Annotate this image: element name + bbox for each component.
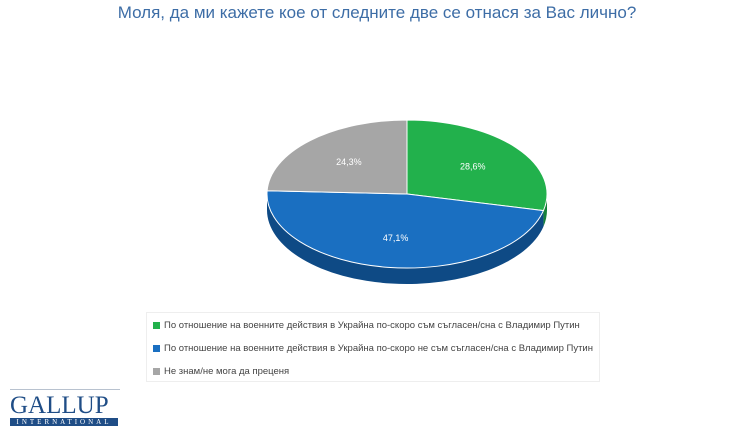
legend-item: Не знам/не мога да преценя (153, 366, 289, 377)
divider (10, 389, 120, 390)
pie-slice (266, 190, 545, 269)
data-label: 47,1% (383, 233, 409, 243)
legend-item: По отношение на военните действия в Укра… (153, 320, 580, 331)
legend-swatch (153, 345, 160, 352)
pie-slice (266, 119, 408, 195)
pie-slice (406, 119, 548, 212)
data-label: 28,6% (460, 161, 486, 171)
gallup-logo: GALLUP (10, 392, 109, 419)
chart-title: Моля, да ми кажете кое от следните две с… (117, 3, 637, 22)
data-label: 24,3% (336, 157, 362, 167)
legend-swatch (153, 368, 160, 375)
pie-slice-side (267, 194, 544, 285)
legend-swatch (153, 322, 160, 329)
legend-label: Не знам/не мога да преценя (164, 366, 290, 377)
legend-item: По отношение на военните действия в Укра… (153, 343, 593, 354)
legend: По отношение на военните действия в Укра… (146, 312, 600, 382)
pie-chart: 28,6% 47,1% 24,3% (266, 119, 548, 285)
pie-slice-side (543, 194, 547, 227)
legend-label: По отношение на военните действия в Укра… (164, 343, 593, 354)
legend-label: По отношение на военните действия в Укра… (164, 320, 580, 331)
gallup-logo-sub: INTERNATIONAL (10, 418, 118, 426)
